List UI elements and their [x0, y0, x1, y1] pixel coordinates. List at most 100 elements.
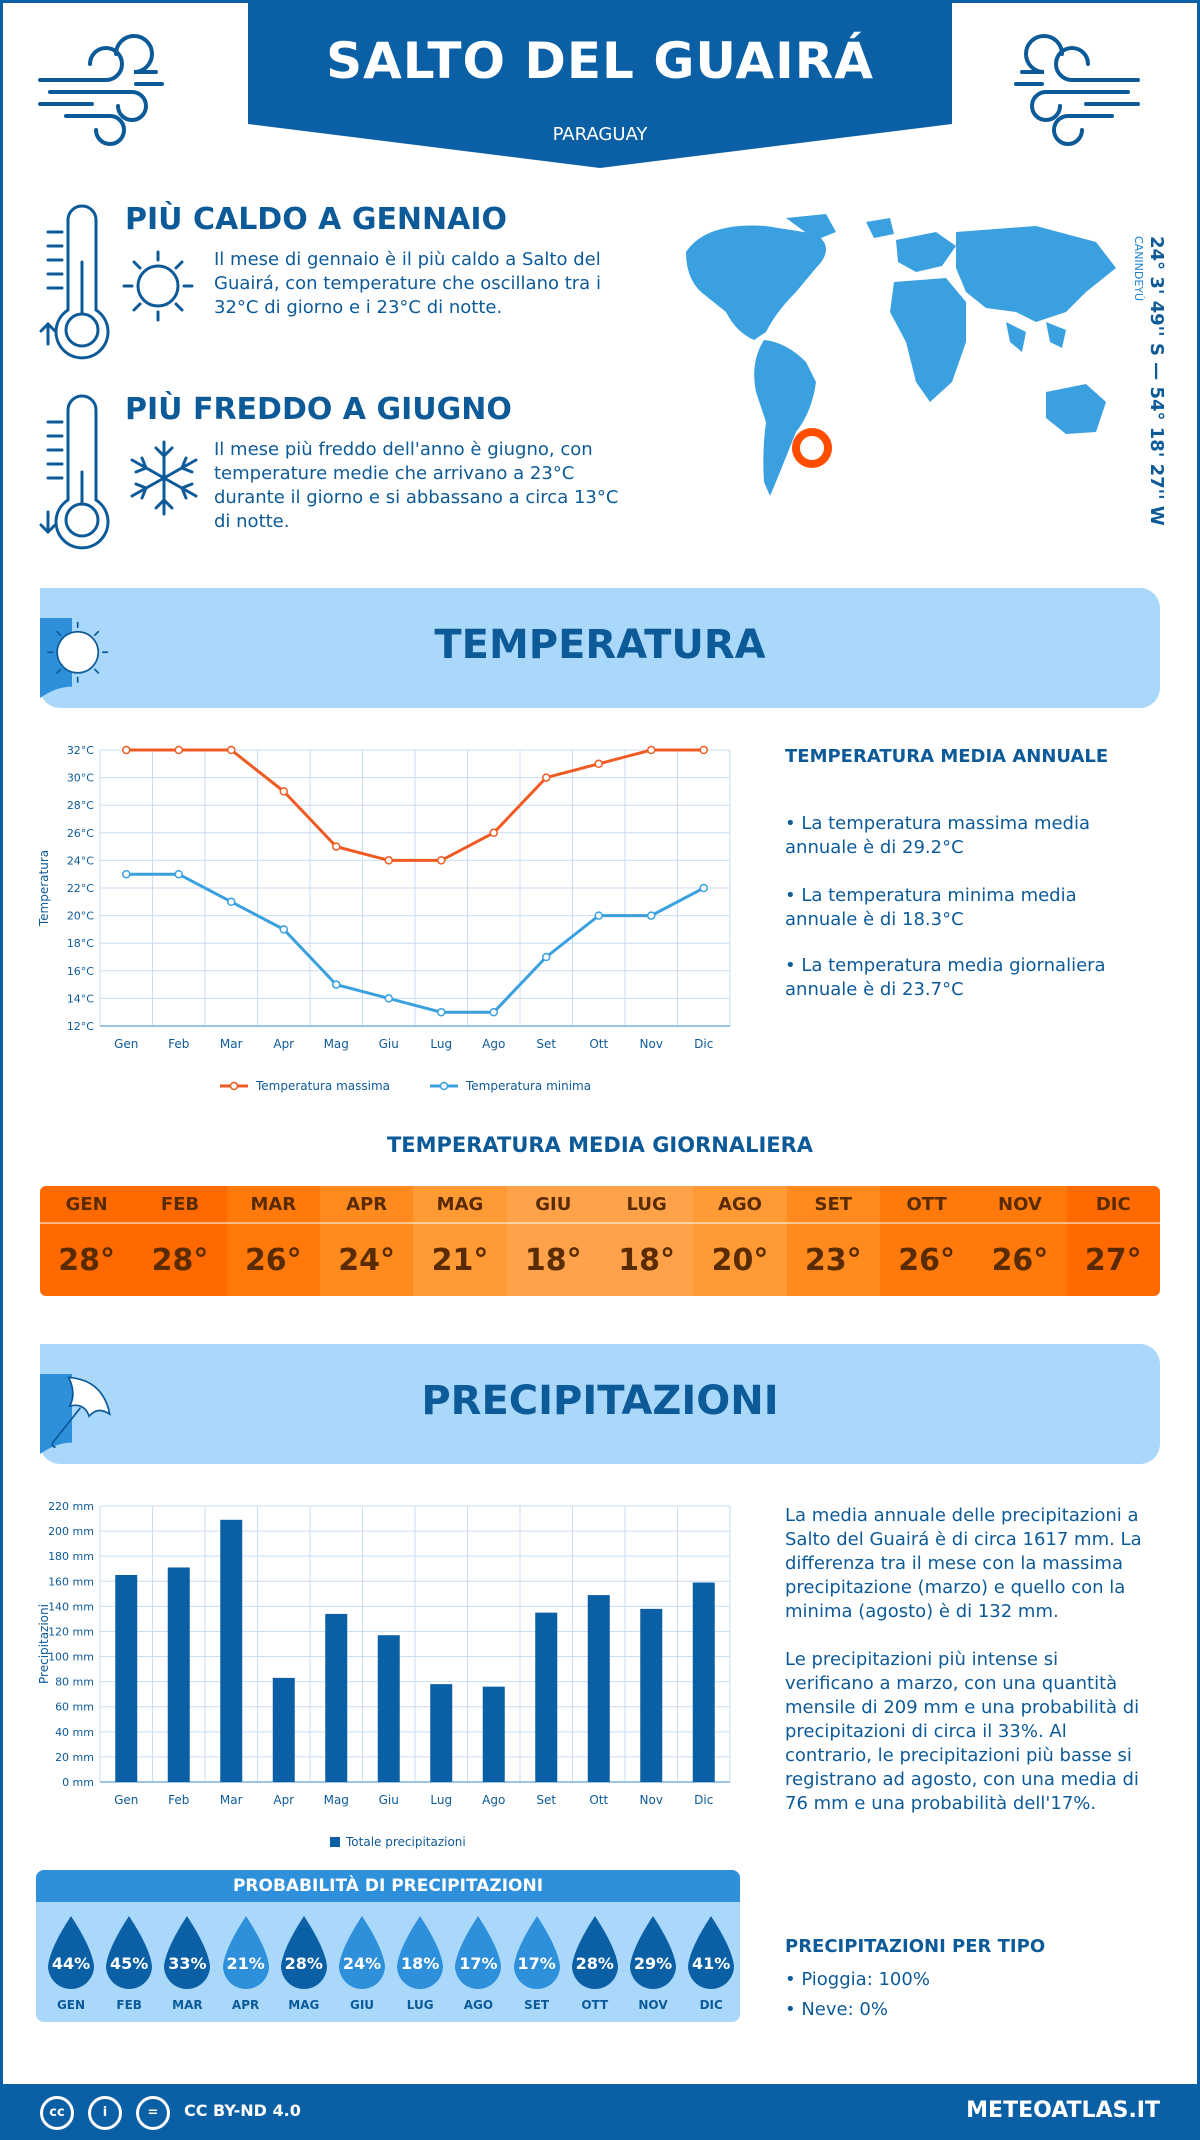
annual-temp-title: TEMPERATURA MEDIA ANNUALE [785, 746, 1109, 767]
x-tick-label: Gen [114, 1793, 138, 1807]
raindrop-icon [280, 1916, 327, 1989]
y-tick-label: 26°C [67, 827, 94, 840]
precipitation-banner: PRECIPITAZIONI [40, 1344, 1160, 1464]
location-marker [792, 428, 832, 468]
y-tick-label: 16°C [67, 965, 94, 978]
probability-value: 33% [168, 1954, 207, 1973]
raindrop-icon [513, 1916, 560, 1989]
no-derivatives-icon[interactable]: = [136, 2096, 170, 2130]
data-point [489, 828, 498, 838]
bar [220, 1519, 243, 1782]
annual-temp-bullet: • La temperatura massima media annuale è… [785, 813, 1091, 858]
data-point [594, 759, 603, 769]
data-point [122, 869, 131, 879]
precip-type-title: PRECIPITAZIONI PER TIPO [785, 1936, 1046, 1957]
data-point [437, 1007, 446, 1017]
probability-value: 17% [517, 1954, 556, 1973]
raindrop-icon [222, 1916, 269, 1989]
probability-drops: 44% GEN 45% FEB 33% MAR 21% APR 28% MAG 24% GIU 18% L… [36, 1914, 740, 2014]
probability-value: 29% [633, 1954, 673, 1973]
daily-month-label: FEB [133, 1186, 227, 1224]
annual-temp-bullet: • La temperatura minima media annuale è … [785, 885, 1077, 930]
site-link[interactable]: METEOATLAS.IT [966, 2098, 1160, 2123]
daily-temp-cell: OTT 26° [879, 1186, 974, 1296]
raindrop-icon [397, 1916, 444, 1989]
y-tick-label: 20°C [67, 910, 94, 923]
x-tick-label: Mar [220, 1793, 243, 1807]
probability-month: MAG [288, 1998, 320, 2012]
daily-temp-cell: GEN 28° [40, 1186, 134, 1296]
probability-value: 21% [226, 1954, 265, 1973]
daily-temp-value: 26° [898, 1242, 955, 1278]
precip-type-item: • Pioggia: 100% [785, 1969, 930, 1990]
probability-drop: 28% MAG [275, 1914, 333, 2014]
precipitation-text-1: La media annuale delle precipitazioni a … [785, 1505, 1142, 1622]
daily-temp-value: 21° [431, 1242, 489, 1278]
bar [377, 1635, 400, 1782]
precipitation-text-2: Le precipitazioni più intense si verific… [785, 1649, 1140, 1814]
probability-month: GIU [349, 1998, 375, 2012]
precipitation-section-title: PRECIPITAZIONI [421, 1378, 779, 1424]
sun-icon [40, 618, 109, 698]
y-tick-label: 32°C [67, 744, 94, 757]
daily-month-label: GIU [506, 1186, 600, 1224]
umbrella-icon [40, 1374, 111, 1454]
data-point [489, 1007, 498, 1017]
attribution-icon[interactable]: i [88, 2096, 122, 2130]
x-tick-label: Gen [114, 1037, 138, 1051]
data-point [437, 856, 446, 865]
daily-temp-cell: FEB 28° [133, 1186, 227, 1296]
bar [167, 1567, 190, 1782]
daily-temp-title: TEMPERATURA MEDIA GIORNALIERA [386, 1133, 814, 1157]
x-tick-label: Dic [694, 1793, 713, 1807]
raindrop-icon [48, 1916, 94, 1989]
daily-temp-cell: NOV 26° [973, 1186, 1067, 1296]
series-line [126, 872, 705, 1014]
probability-drop: 28% OTT [566, 1914, 624, 2014]
x-tick-label: Mar [220, 1037, 243, 1051]
coordinates: 24° 3' 49'' S — 54° 18' 27'' W [1146, 236, 1167, 526]
y-tick-label: 14°C [67, 992, 94, 1005]
probability-drop: 41% DIC [682, 1914, 740, 2014]
y-tick-label: 220 mm [48, 1500, 94, 1513]
cc-icon[interactable]: cc [40, 2096, 74, 2130]
x-tick-label: Mag [324, 1037, 349, 1051]
x-tick-label: Dic [694, 1037, 713, 1051]
daily-temp-cell: SET 23° [786, 1186, 880, 1296]
daily-temp-value: 18° [618, 1242, 675, 1278]
footer: cc i = CC BY-ND 4.0 METEOATLAS.IT [0, 2084, 1200, 2140]
raindrop-icon [688, 1916, 735, 1989]
temperature-chart: 12°C 14°C 16°C 18°C 20°C 22°C 24°C 26°C 28°C 30°C… [37, 744, 731, 1093]
data-point [174, 745, 183, 755]
y-axis-label: Precipitazioni [37, 1604, 51, 1684]
raindrop-icon [630, 1916, 676, 1989]
daily-temp-cell: MAR 26° [226, 1186, 320, 1296]
data-point [699, 745, 708, 755]
daily-temp-value: 28° [151, 1242, 209, 1278]
probability-value: 24% [342, 1954, 382, 1973]
daily-temp-value: 26° [991, 1242, 1049, 1278]
daily-month-label: AGO [693, 1186, 787, 1224]
y-tick-label: 80 mm [55, 1676, 94, 1689]
probability-month: LUG [406, 1998, 434, 2012]
raindrop-icon [455, 1916, 502, 1989]
bar [325, 1613, 348, 1782]
data-point [647, 745, 656, 755]
probability-month: FEB [116, 1998, 142, 2012]
license-label[interactable]: CC BY-ND 4.0 [184, 2101, 301, 2120]
data-point [647, 911, 656, 920]
probability-month: MAR [172, 1998, 203, 2012]
x-tick-label: Apr [273, 1793, 294, 1807]
annual-temp-bullet: • La temperatura media giornaliera annua… [785, 955, 1106, 1000]
precipitation-chart: 0 mm 20 mm 40 mm 60 mm 80 mm 100 mm 120 mm 140 … [37, 1500, 731, 1849]
probability-drop: 44% GEN [42, 1914, 100, 2014]
probability-value: 44% [51, 1954, 91, 1973]
legend-swatch [439, 1081, 449, 1091]
probability-month: SET [524, 1998, 550, 2012]
probability-month: APR [231, 1998, 260, 2012]
wind-icon [38, 34, 164, 146]
x-tick-label: Set [536, 1793, 556, 1807]
raindrop-icon [571, 1916, 618, 1989]
temperature-banner: TEMPERATURA [40, 588, 1160, 708]
raindrop-icon [339, 1916, 385, 1989]
